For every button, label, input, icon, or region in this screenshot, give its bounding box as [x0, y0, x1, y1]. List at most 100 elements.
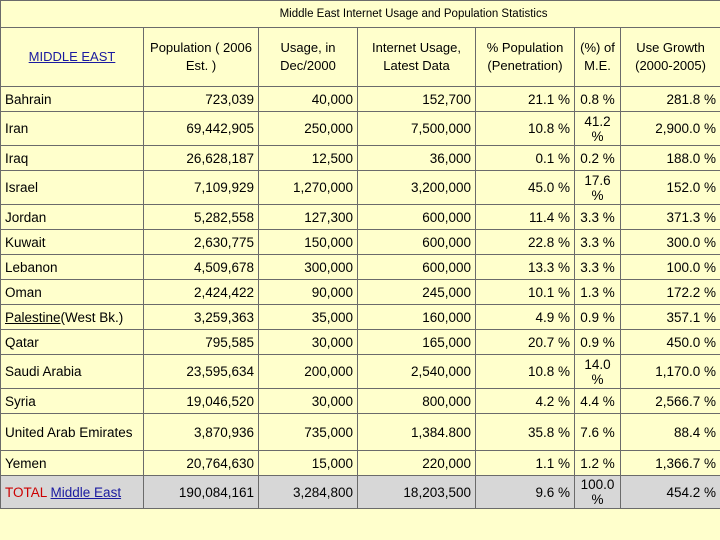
pct-me-cell: 3.3 %: [574, 254, 621, 280]
growth-cell: 371.3 %: [619, 204, 720, 230]
table-row: Saudi Arabia 23,595,634 200,000 2,540,00…: [0, 354, 720, 389]
header-pct-me: (%) of M.E.: [574, 27, 621, 87]
table-row: Israel 7,109,929 1,270,000 3,200,000 45.…: [0, 170, 720, 205]
country-cell: Syria: [0, 388, 144, 414]
growth-cell: 172.2 %: [619, 279, 720, 305]
penetration-cell: 22.8 %: [475, 229, 575, 255]
usage-2000-cell: 40,000: [258, 86, 358, 112]
population-cell: 723,039: [143, 86, 259, 112]
pct-me-cell: 3.3 %: [574, 229, 621, 255]
pct-me-cell: 4.4 %: [574, 388, 621, 414]
country-cell: Saudi Arabia: [0, 354, 144, 389]
pct-me-cell: 1.3 %: [574, 279, 621, 305]
total-pct-me-cell: 100.0 %: [574, 475, 621, 509]
header-region: MIDDLE EAST: [0, 27, 144, 87]
population-cell: 69,442,905: [143, 111, 259, 146]
header-row: MIDDLE EAST Population ( 2006 Est. ) Usa…: [0, 27, 720, 87]
penetration-cell: 0.1 %: [475, 145, 575, 171]
pct-me-cell: 0.9 %: [574, 329, 621, 355]
country-cell: Lebanon: [0, 254, 144, 280]
growth-cell: 300.0 %: [619, 229, 720, 255]
header-usage-2000: Usage, in Dec/2000: [258, 27, 358, 87]
country-cell: Qatar: [0, 329, 144, 355]
table-row: Palestine(West Bk.) 3,259,363 35,000 160…: [0, 304, 720, 330]
total-penetration-cell: 9.6 %: [475, 475, 575, 509]
total-row: TOTAL Middle East 190,084,161 3,284,800 …: [0, 475, 720, 509]
usage-2000-cell: 127,300: [258, 204, 358, 230]
penetration-cell: 10.8 %: [475, 354, 575, 389]
population-cell: 7,109,929: [143, 170, 259, 205]
usage-latest-cell: 600,000: [357, 254, 476, 280]
penetration-cell: 35.8 %: [475, 413, 575, 451]
usage-2000-cell: 30,000: [258, 388, 358, 414]
country-suffix: (West Bk.): [60, 309, 124, 325]
country-cell: Oman: [0, 279, 144, 305]
usage-latest-cell: 600,000: [357, 229, 476, 255]
table-row: Qatar 795,585 30,000 165,000 20.7 % 0.9 …: [0, 329, 720, 355]
pct-me-cell: 7.6 %: [574, 413, 621, 451]
table-row: Syria 19,046,520 30,000 800,000 4.2 % 4.…: [0, 388, 720, 414]
country-cell: Jordan: [0, 204, 144, 230]
growth-cell: 2,900.0 %: [619, 111, 720, 146]
usage-latest-cell: 152,700: [357, 86, 476, 112]
growth-cell: 152.0 %: [619, 170, 720, 205]
header-growth: Use Growth (2000-2005): [619, 27, 720, 87]
table-title: Middle East Internet Usage and Populatio…: [0, 0, 720, 28]
total-population-cell: 190,084,161: [143, 475, 259, 509]
title-row: Middle East Internet Usage and Populatio…: [0, 0, 720, 28]
total-usage-latest-cell: 18,203,500: [357, 475, 476, 509]
usage-2000-cell: 200,000: [258, 354, 358, 389]
usage-latest-cell: 3,200,000: [357, 170, 476, 205]
table-row: Iraq 26,628,187 12,500 36,000 0.1 % 0.2 …: [0, 145, 720, 171]
usage-latest-cell: 600,000: [357, 204, 476, 230]
usage-latest-cell: 160,000: [357, 304, 476, 330]
middle-east-link[interactable]: Middle East: [50, 484, 122, 500]
population-cell: 2,424,422: [143, 279, 259, 305]
country-cell: Israel: [0, 170, 144, 205]
growth-cell: 1,170.0 %: [619, 354, 720, 389]
population-cell: 795,585: [143, 329, 259, 355]
palestine-link[interactable]: Palestine: [5, 309, 61, 325]
usage-latest-cell: 800,000: [357, 388, 476, 414]
usage-2000-cell: 1,270,000: [258, 170, 358, 205]
table-row: Jordan 5,282,558 127,300 600,000 11.4 % …: [0, 204, 720, 230]
total-label: TOTAL: [5, 484, 47, 500]
growth-cell: 188.0 %: [619, 145, 720, 171]
growth-cell: 100.0 %: [619, 254, 720, 280]
penetration-cell: 20.7 %: [475, 329, 575, 355]
total-label-cell: TOTAL Middle East: [0, 475, 144, 509]
usage-2000-cell: 35,000: [258, 304, 358, 330]
table-row: Iran 69,442,905 250,000 7,500,000 10.8 %…: [0, 111, 720, 146]
population-cell: 20,764,630: [143, 450, 259, 476]
growth-cell: 2,566.7 %: [619, 388, 720, 414]
usage-2000-cell: 150,000: [258, 229, 358, 255]
table-row: Bahrain 723,039 40,000 152,700 21.1 % 0.…: [0, 86, 720, 112]
usage-latest-cell: 36,000: [357, 145, 476, 171]
growth-cell: 1,366.7 %: [619, 450, 720, 476]
pct-me-cell: 3.3 %: [574, 204, 621, 230]
table-row: United Arab Emirates 3,870,936 735,000 1…: [0, 413, 720, 451]
usage-latest-cell: 220,000: [357, 450, 476, 476]
usage-latest-cell: 1,384.800: [357, 413, 476, 451]
table-row: Lebanon 4,509,678 300,000 600,000 13.3 %…: [0, 254, 720, 280]
table-row: Yemen 20,764,630 15,000 220,000 1.1 % 1.…: [0, 450, 720, 476]
population-cell: 4,509,678: [143, 254, 259, 280]
population-cell: 23,595,634: [143, 354, 259, 389]
growth-cell: 450.0 %: [619, 329, 720, 355]
penetration-cell: 4.2 %: [475, 388, 575, 414]
country-cell: Palestine(West Bk.): [0, 304, 144, 330]
country-cell: Iraq: [0, 145, 144, 171]
penetration-cell: 4.9 %: [475, 304, 575, 330]
population-cell: 5,282,558: [143, 204, 259, 230]
country-cell: Iran: [0, 111, 144, 146]
total-usage-2000-cell: 3,284,800: [258, 475, 358, 509]
region-link[interactable]: MIDDLE EAST: [28, 49, 116, 64]
pct-me-cell: 17.6 %: [574, 170, 621, 205]
pct-me-cell: 0.2 %: [574, 145, 621, 171]
penetration-cell: 11.4 %: [475, 204, 575, 230]
header-usage-latest: Internet Usage, Latest Data: [357, 27, 476, 87]
country-cell: Yemen: [0, 450, 144, 476]
usage-2000-cell: 250,000: [258, 111, 358, 146]
usage-2000-cell: 12,500: [258, 145, 358, 171]
